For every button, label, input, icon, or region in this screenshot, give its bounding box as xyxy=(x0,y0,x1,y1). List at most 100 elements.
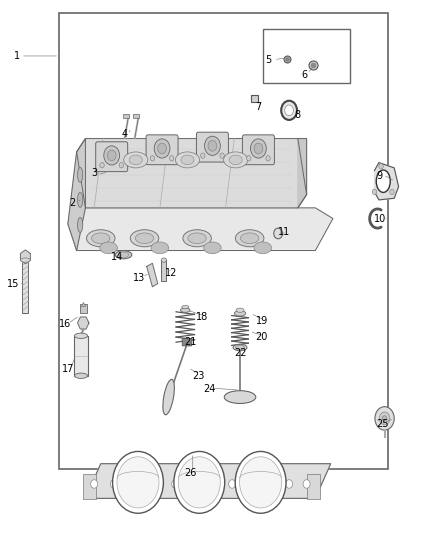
Ellipse shape xyxy=(87,230,115,247)
Ellipse shape xyxy=(74,373,88,378)
Polygon shape xyxy=(21,250,30,264)
Circle shape xyxy=(154,139,170,158)
Bar xyxy=(74,336,88,376)
Bar xyxy=(263,29,350,83)
Polygon shape xyxy=(298,139,307,208)
Circle shape xyxy=(201,153,205,158)
Bar xyxy=(123,114,129,118)
Text: 13: 13 xyxy=(133,273,145,283)
Circle shape xyxy=(150,156,155,161)
Ellipse shape xyxy=(175,152,199,168)
Circle shape xyxy=(119,163,124,168)
FancyBboxPatch shape xyxy=(196,132,229,162)
Circle shape xyxy=(251,139,266,158)
Ellipse shape xyxy=(124,152,148,168)
Ellipse shape xyxy=(92,233,110,244)
Polygon shape xyxy=(78,317,89,329)
Text: 16: 16 xyxy=(59,319,71,329)
Text: 18: 18 xyxy=(196,312,208,322)
Circle shape xyxy=(240,457,282,508)
Text: 12: 12 xyxy=(165,268,177,278)
Circle shape xyxy=(117,457,159,508)
Circle shape xyxy=(379,164,383,169)
Text: 8: 8 xyxy=(295,110,301,119)
Circle shape xyxy=(247,156,251,161)
Bar xyxy=(307,474,320,499)
Ellipse shape xyxy=(135,233,154,244)
Text: 5: 5 xyxy=(265,55,272,64)
Circle shape xyxy=(390,189,394,195)
Ellipse shape xyxy=(204,242,221,254)
Ellipse shape xyxy=(224,152,248,168)
Circle shape xyxy=(375,407,394,430)
Ellipse shape xyxy=(236,345,244,350)
Text: 7: 7 xyxy=(255,102,261,111)
Text: 23: 23 xyxy=(192,371,204,381)
Circle shape xyxy=(178,457,220,508)
Text: 25: 25 xyxy=(376,419,389,429)
Ellipse shape xyxy=(78,217,83,232)
Bar xyxy=(133,114,139,118)
Text: 10: 10 xyxy=(374,214,386,223)
Polygon shape xyxy=(68,139,85,251)
Ellipse shape xyxy=(233,344,247,351)
Circle shape xyxy=(174,451,225,513)
Bar xyxy=(251,95,258,102)
Ellipse shape xyxy=(236,308,244,312)
Circle shape xyxy=(91,480,98,488)
Ellipse shape xyxy=(161,258,166,262)
Circle shape xyxy=(235,451,286,513)
Bar xyxy=(83,474,96,499)
Ellipse shape xyxy=(78,167,83,182)
Ellipse shape xyxy=(181,155,194,165)
Circle shape xyxy=(208,141,217,151)
Text: 14: 14 xyxy=(111,252,124,262)
Text: 6: 6 xyxy=(301,70,307,79)
Ellipse shape xyxy=(115,251,132,259)
Ellipse shape xyxy=(100,242,117,254)
FancyBboxPatch shape xyxy=(243,135,274,165)
Text: 26: 26 xyxy=(184,469,197,478)
Text: 15: 15 xyxy=(7,279,19,288)
Circle shape xyxy=(205,136,220,156)
Text: 2: 2 xyxy=(69,198,75,207)
Circle shape xyxy=(172,480,179,488)
Text: 17: 17 xyxy=(62,364,74,374)
Circle shape xyxy=(379,412,390,425)
Ellipse shape xyxy=(183,230,212,247)
Polygon shape xyxy=(68,208,333,251)
Text: 1: 1 xyxy=(14,51,20,61)
Ellipse shape xyxy=(151,242,169,254)
Ellipse shape xyxy=(254,242,272,254)
Ellipse shape xyxy=(188,233,206,244)
Circle shape xyxy=(382,416,387,421)
Circle shape xyxy=(100,163,104,168)
Bar xyxy=(59,13,388,469)
Circle shape xyxy=(110,480,117,488)
Text: 20: 20 xyxy=(256,332,268,342)
Text: 24: 24 xyxy=(203,384,215,394)
Circle shape xyxy=(107,150,116,161)
Ellipse shape xyxy=(74,333,88,338)
Circle shape xyxy=(254,143,263,154)
Polygon shape xyxy=(374,163,399,200)
Circle shape xyxy=(220,153,224,158)
FancyBboxPatch shape xyxy=(95,142,128,172)
Ellipse shape xyxy=(180,308,190,312)
Text: 11: 11 xyxy=(278,227,290,237)
Text: 3: 3 xyxy=(91,168,97,178)
Polygon shape xyxy=(77,139,307,208)
Text: 4: 4 xyxy=(122,130,128,139)
Ellipse shape xyxy=(234,311,246,316)
FancyBboxPatch shape xyxy=(182,338,192,346)
Circle shape xyxy=(113,451,163,513)
Ellipse shape xyxy=(229,155,242,165)
Circle shape xyxy=(104,146,120,165)
Bar xyxy=(80,304,87,313)
Text: 22: 22 xyxy=(235,348,247,358)
Circle shape xyxy=(303,480,310,488)
FancyBboxPatch shape xyxy=(146,135,178,165)
Ellipse shape xyxy=(182,305,189,309)
Ellipse shape xyxy=(224,391,256,403)
Circle shape xyxy=(158,143,166,154)
